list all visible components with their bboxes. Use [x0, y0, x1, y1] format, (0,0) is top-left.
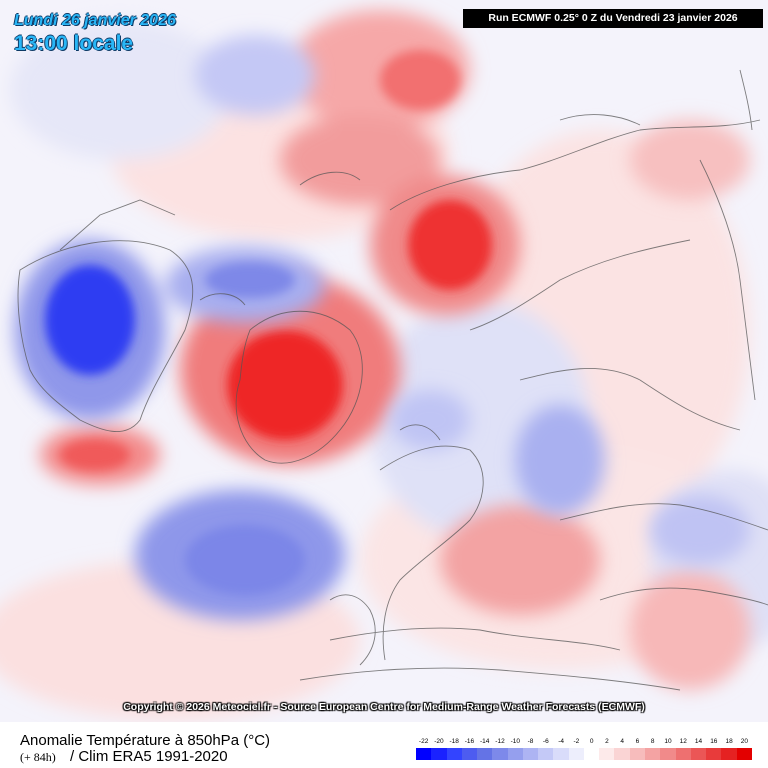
- legend-swatch: [461, 748, 478, 760]
- legend-swatch: [706, 748, 722, 760]
- legend-labels: -22 -20 -18 -16 -14 -12 -10 -8 -6 -4 -2 0 2 4 6 8 10 12 14…: [416, 738, 752, 748]
- legend-label: -10: [510, 738, 520, 745]
- legend-swatch: [522, 748, 539, 760]
- legend-swatch: [721, 748, 737, 760]
- legend-swatch: [629, 748, 645, 760]
- copyright-text: Copyright © 2026 Meteociel.fr - Source E…: [123, 701, 645, 713]
- anomaly-map: [0, 0, 768, 722]
- legend-label: -20: [434, 738, 444, 745]
- legend-label: -2: [573, 738, 580, 745]
- legend-swatch: [492, 748, 508, 760]
- legend-swatch: [644, 748, 661, 760]
- legend-label: 4: [620, 738, 624, 745]
- legend-label: 0: [589, 738, 594, 745]
- cold-cores: [45, 262, 305, 595]
- legend-label: 10: [664, 738, 672, 745]
- legend-label: -14: [480, 738, 490, 745]
- legend-label: 14: [694, 738, 703, 745]
- legend-swatch: [614, 748, 630, 760]
- legend-label: 6: [635, 738, 640, 745]
- legend-swatch: [736, 748, 752, 760]
- color-legend: [416, 748, 752, 760]
- footer: Anomalie Température à 850hPa (°C) (+ 84…: [0, 722, 768, 768]
- legend-label: -6: [542, 738, 549, 745]
- legend-label: 18: [725, 738, 733, 745]
- legend-label: 16: [710, 738, 718, 745]
- warm-cores: [60, 50, 492, 471]
- legend-label: 20: [740, 738, 748, 745]
- map-canvas: [0, 0, 768, 722]
- legend-label: -22: [418, 738, 429, 745]
- legend-swatch: [431, 748, 447, 760]
- legend-label: -18: [449, 738, 459, 745]
- legend-swatch: [675, 748, 691, 760]
- legend-label: 8: [650, 738, 655, 745]
- legend-label: -4: [558, 738, 564, 745]
- run-info: Run ECMWF 0.25° 0 Z du Vendredi 23 janvi…: [463, 9, 763, 28]
- legend-swatch: [660, 748, 676, 760]
- lead-time: (+ 84h): [20, 750, 56, 764]
- legend-swatch: [690, 748, 707, 760]
- legend-label: -12: [495, 738, 505, 745]
- forecast-time: 13:00 locale: [14, 32, 134, 55]
- legend-swatch: [446, 748, 462, 760]
- legend-label: 12: [679, 738, 687, 745]
- coastlines: [17, 69, 768, 691]
- legend-swatch: [507, 748, 523, 760]
- legend-swatch: [553, 748, 569, 760]
- legend-swatch: [568, 748, 584, 760]
- legend-swatch: [477, 748, 493, 760]
- legend-label: 2: [605, 738, 609, 745]
- forecast-date: Lundi 26 janvier 2026: [14, 12, 176, 29]
- legend-label: -16: [464, 738, 475, 745]
- legend-swatch: [599, 748, 615, 760]
- legend-swatch: [538, 748, 554, 760]
- legend-label: -8: [527, 738, 534, 745]
- legend-swatch: [583, 748, 600, 760]
- legend-swatch: [416, 748, 432, 760]
- parameter-title: Anomalie Température à 850hPa (°C): [20, 732, 271, 749]
- climatology-label: / Clim ERA5 1991-2020: [70, 748, 228, 765]
